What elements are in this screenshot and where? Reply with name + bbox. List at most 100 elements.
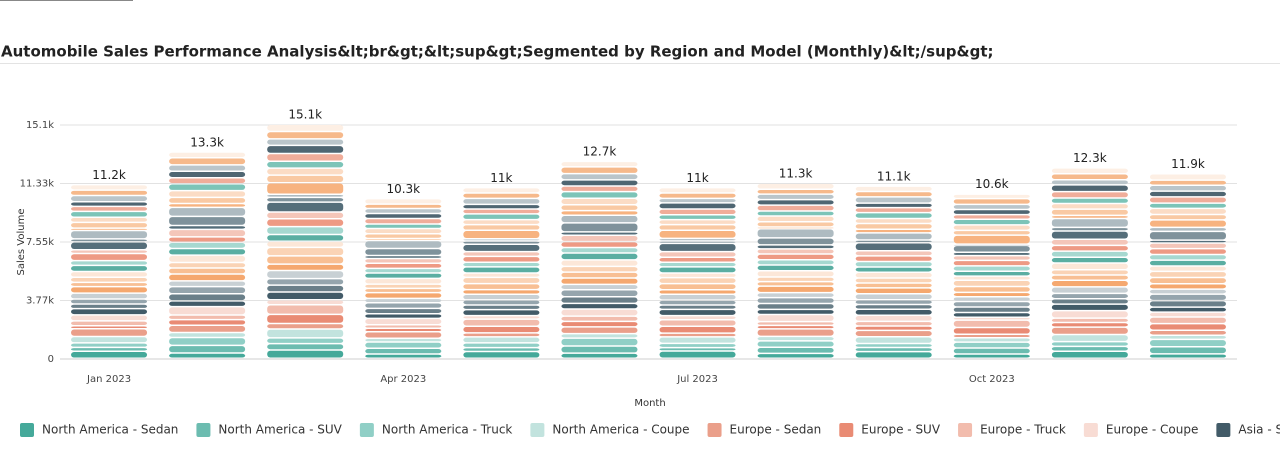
bar-segment (1149, 317, 1226, 323)
bar-segment (757, 298, 834, 303)
bar-segment (855, 197, 932, 203)
bar-segment (365, 229, 442, 234)
bar-segment (659, 337, 736, 343)
bar-segment (659, 305, 736, 309)
legend-label: Asia - Sedan (1238, 423, 1280, 437)
bar-segment (561, 186, 638, 191)
legend-item[interactable]: North America - Coupe (530, 423, 690, 438)
bar-segment (267, 139, 344, 145)
bar-segment (659, 188, 736, 193)
grid: 0 3.77k 7.55k 11.33k 15.1k (20, 120, 1237, 365)
bar-segment (1149, 203, 1226, 208)
bar-segment (169, 325, 246, 332)
bar-segment (659, 278, 736, 283)
x-axis-title: Month (634, 398, 665, 409)
bar-segment (1149, 266, 1226, 271)
legend-item[interactable]: Asia - Sedan (1216, 423, 1280, 438)
bar-segment (561, 290, 638, 296)
bar-segment (953, 354, 1030, 358)
bar-segment (561, 346, 638, 353)
bar-segment (1149, 335, 1226, 339)
bar-segment (169, 353, 246, 358)
legend-item[interactable]: Europe - Coupe (1083, 423, 1198, 438)
bar-segment (855, 192, 932, 197)
legend-label: North America - Coupe (552, 423, 689, 437)
bar-segment (1051, 323, 1128, 327)
bar-segment (71, 196, 148, 201)
legend-item[interactable]: Europe - Truck (958, 423, 1066, 438)
legend-item[interactable]: North America - Sedan (20, 423, 178, 438)
bar-segment (365, 279, 442, 284)
bar-segment (71, 309, 148, 315)
bar-segment (267, 219, 344, 226)
bar-segment (169, 242, 246, 248)
bar-segment (365, 209, 442, 213)
legend-swatch (707, 423, 722, 437)
bar-segment (267, 350, 344, 358)
bar-segment (463, 305, 540, 309)
y-tick-label: 7.55k (26, 237, 54, 248)
bar-segment (659, 215, 736, 219)
bar-segment (659, 316, 736, 319)
bar-segment (365, 289, 442, 292)
bar-segment (953, 261, 1030, 266)
bar-segment (659, 209, 736, 215)
bar-segment (169, 346, 246, 353)
bar-segment (855, 262, 932, 267)
bar-segment (659, 199, 736, 203)
bar-segment (953, 266, 1030, 271)
bar-segment (1051, 299, 1128, 304)
bar-segment (855, 288, 932, 293)
bar-segment (1051, 174, 1128, 179)
legend-swatch (359, 423, 374, 437)
bar-segment (757, 277, 834, 281)
bar-segment (659, 267, 736, 273)
bar-segment (757, 200, 834, 205)
bar-segment (953, 194, 1030, 198)
bar-segment (855, 213, 932, 218)
bar-segment (463, 348, 540, 351)
bar-segment (169, 165, 246, 171)
bar-segment (1051, 185, 1128, 191)
bar-segment (855, 272, 932, 278)
bar-segment (757, 245, 834, 249)
bar-segment (757, 190, 834, 194)
bar-segment (757, 329, 834, 336)
bar-segment (659, 344, 736, 347)
bar-segment (463, 343, 540, 347)
bar-segment (169, 172, 246, 177)
bar-segment (71, 217, 148, 222)
total-label: 11k (490, 171, 512, 185)
legend-item[interactable]: Europe - SUV (839, 423, 941, 438)
legend-item[interactable]: North America - Truck (359, 423, 513, 438)
bar-segment (855, 208, 932, 212)
bar-segment (365, 234, 442, 238)
legend-item[interactable]: Europe - Sedan (707, 423, 822, 438)
total-label: 10.3k (386, 182, 420, 196)
total-label: 11.9k (1171, 157, 1205, 171)
legend-label: North America - Truck (382, 423, 513, 437)
bar-segment (267, 198, 344, 202)
legend-item[interactable]: North America - SUV (196, 423, 343, 438)
bar-segment (365, 299, 442, 302)
bar-segment (1051, 239, 1128, 245)
bar-segment (1051, 335, 1128, 341)
bar-segment (561, 205, 638, 210)
bar-segment (561, 267, 638, 272)
bar-segment (463, 300, 540, 305)
bar-segment (1051, 219, 1128, 227)
bar-segment (463, 193, 540, 198)
bar-segment (1149, 284, 1226, 289)
bar-segment (463, 327, 540, 333)
bar-segment (855, 300, 932, 304)
bar-segment (267, 154, 344, 161)
bar-segment (365, 224, 442, 228)
bar-segment (365, 293, 442, 298)
total-label: 10.6k (975, 177, 1009, 191)
bar-segment (169, 158, 246, 165)
bar-segment (169, 230, 246, 237)
bar-segment (365, 249, 442, 255)
bar-segment (267, 194, 344, 197)
bar-segment (659, 290, 736, 294)
bar-segment (953, 199, 1030, 204)
